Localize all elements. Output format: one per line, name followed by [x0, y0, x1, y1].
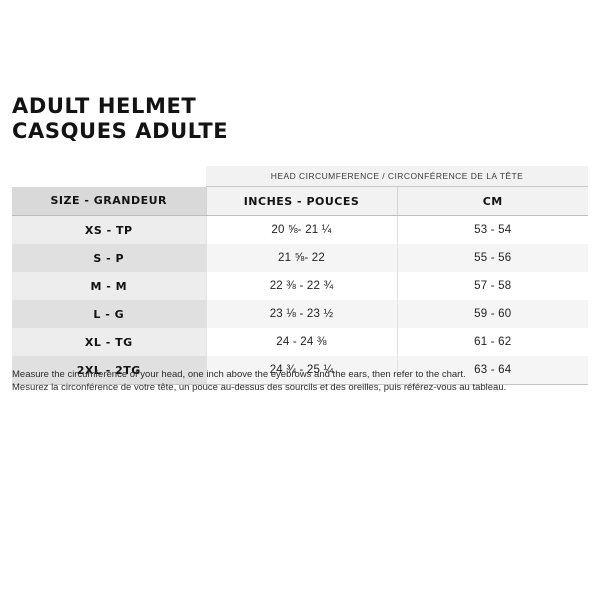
- table-row: M - M 22 ⅜ - 22 ¾ 57 - 58: [12, 272, 588, 300]
- cell-inches: 22 ⅜ - 22 ¾: [205, 272, 397, 300]
- cell-size: L - G: [12, 300, 206, 328]
- column-header-inches: INCHES - POUCES: [205, 186, 397, 216]
- cell-inches: 21 ⅝- 22: [205, 244, 397, 272]
- cell-inches: 24 - 24 ⅜: [205, 328, 397, 356]
- title-line-english: ADULT HELMET: [12, 94, 197, 118]
- group-header-head-circumference: HEAD CIRCUMFERENCE / CIRCONFÉRENCE DE LA…: [206, 166, 588, 187]
- cell-size: 2XL - 2TG: [12, 356, 206, 385]
- table-row: XL - TG 24 - 24 ⅜ 61 - 62: [12, 328, 588, 356]
- measurement-instructions: Measure the circumference of your head, …: [12, 368, 592, 394]
- cell-cm: 61 - 62: [396, 328, 588, 356]
- table-row: XS - TP 20 ⅝- 21 ¼ 53 - 54: [12, 215, 588, 244]
- cell-cm: 63 - 64: [396, 356, 588, 385]
- cell-cm: 59 - 60: [396, 300, 588, 328]
- cell-inches: 20 ⅝- 21 ¼: [205, 215, 397, 244]
- group-header-row: HEAD CIRCUMFERENCE / CIRCONFÉRENCE DE LA…: [12, 166, 588, 187]
- cell-cm: 53 - 54: [396, 215, 588, 244]
- column-header-row: SIZE - GRANDEUR INCHES - POUCES CM: [12, 186, 588, 216]
- group-header-spacer: [12, 166, 206, 187]
- cell-cm: 55 - 56: [396, 244, 588, 272]
- table-row: L - G 23 ⅛ - 23 ½ 59 - 60: [12, 300, 588, 328]
- cell-cm: 57 - 58: [396, 272, 588, 300]
- table-row: S - P 21 ⅝- 22 55 - 56: [12, 244, 588, 272]
- size-chart-table-wrapper: HEAD CIRCUMFERENCE / CIRCONFÉRENCE DE LA…: [12, 166, 588, 385]
- footnote-line-french: Mesurez la circonférence de votre tête, …: [12, 382, 507, 393]
- cell-inches: 23 ⅛ - 23 ½: [205, 300, 397, 328]
- title-line-french: CASQUES ADULTE: [12, 119, 229, 143]
- cell-inches: 24 ¾ - 25 ¼: [205, 356, 397, 385]
- size-chart-table: HEAD CIRCUMFERENCE / CIRCONFÉRENCE DE LA…: [12, 166, 588, 385]
- cell-size: XS - TP: [12, 215, 206, 244]
- page-title: ADULT HELMET CASQUES ADULTE: [12, 94, 572, 144]
- column-header-cm: CM: [396, 186, 588, 216]
- cell-size: M - M: [12, 272, 206, 300]
- table-row: 2XL - 2TG 24 ¾ - 25 ¼ 63 - 64: [12, 356, 588, 385]
- cell-size: S - P: [12, 244, 206, 272]
- column-header-size: SIZE - GRANDEUR: [12, 186, 206, 216]
- cell-size: XL - TG: [12, 328, 206, 356]
- footnote-line-english: Measure the circumference of your head, …: [12, 369, 466, 380]
